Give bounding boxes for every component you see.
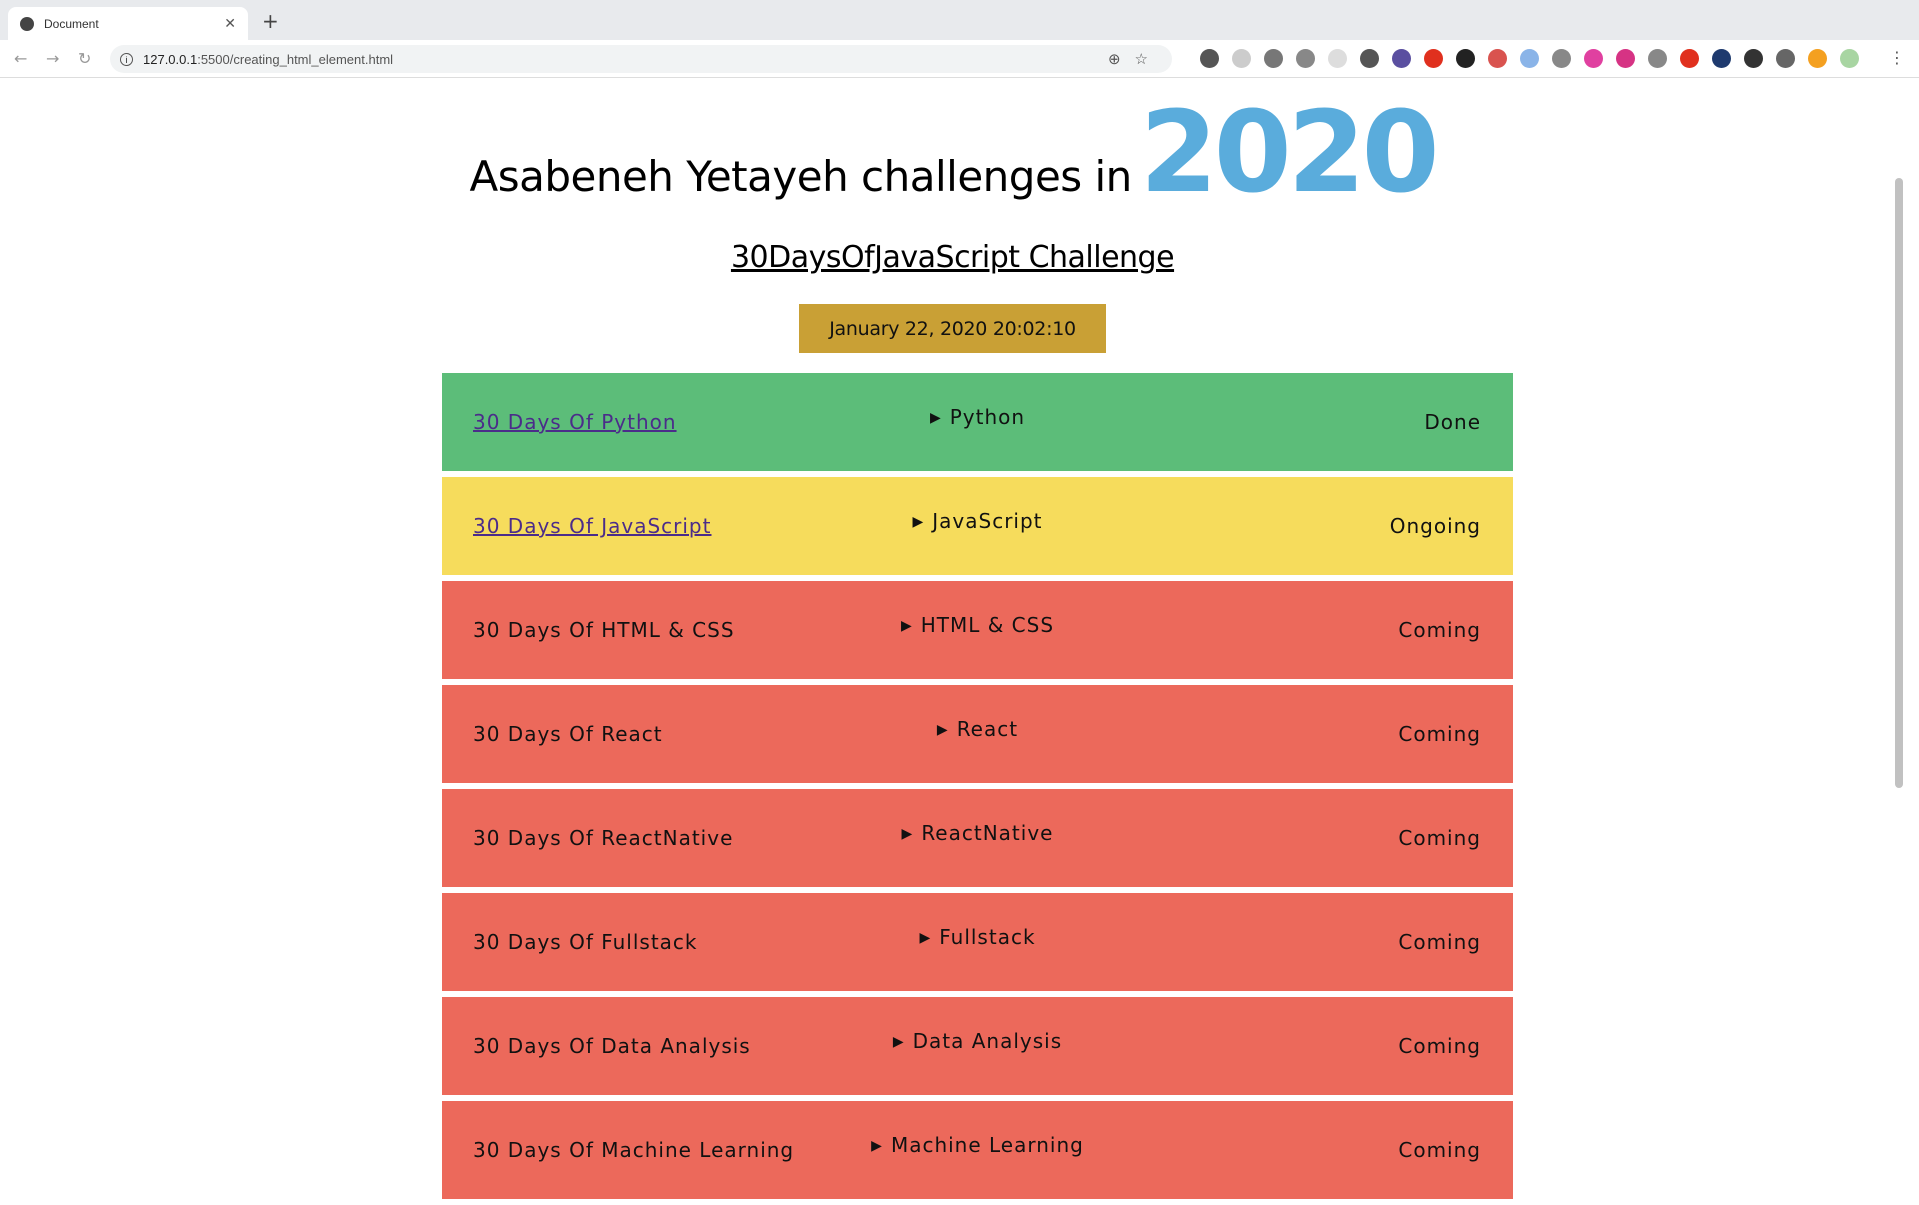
challenge-topic: Python (949, 405, 1026, 429)
globe-icon (20, 16, 34, 31)
zoom-icon[interactable]: ⊕ (1107, 51, 1135, 68)
challenge-details-toggle[interactable]: ▶ HTML & CSS (442, 613, 1513, 637)
triangle-right-icon: ▶ (936, 722, 949, 738)
forward-icon[interactable]: → (46, 49, 60, 68)
challenge-row: 30 Days Of Python ▶ Python Done (442, 373, 1513, 471)
challenge-details-toggle[interactable]: ▶ Data Analysis (442, 1029, 1513, 1053)
triangle-right-icon: ▶ (900, 618, 913, 634)
triangle-right-icon: ▶ (901, 826, 914, 842)
challenge-details-toggle[interactable]: ▶ Python (442, 405, 1513, 429)
challenge-row: 30 Days Of Fullstack ▶ Fullstack Coming (442, 893, 1513, 991)
tab-document[interactable]: Document ✕ (8, 7, 248, 40)
menu-icon[interactable]: ⋮ (1889, 48, 1905, 67)
challenge-name: 30 Days Of Fullstack (473, 930, 698, 954)
challenge-topic: React (956, 717, 1019, 741)
challenge-name: 30 Days Of Data Analysis (473, 1034, 751, 1058)
triangle-right-icon: ▶ (912, 514, 925, 530)
triangle-right-icon: ▶ (892, 1034, 905, 1050)
address-bar[interactable]: i 127.0.0.1:5500/creating_html_element.h… (110, 45, 1172, 73)
title-text: Asabeneh Yetayeh challenges in (469, 152, 1132, 201)
extension-icon[interactable] (1232, 49, 1251, 68)
challenge-details-toggle[interactable]: ▶ ReactNative (442, 821, 1513, 845)
challenge-details-toggle[interactable]: ▶ Fullstack (442, 925, 1513, 949)
challenge-name: 30 Days Of HTML & CSS (473, 618, 735, 642)
triangle-right-icon: ▶ (871, 1138, 883, 1154)
extension-icon[interactable] (1840, 49, 1859, 68)
scrollbar[interactable] (1895, 178, 1903, 788)
challenge-topic: JavaScript (932, 509, 1043, 533)
challenge-name: 30 Days Of Machine Learning (473, 1138, 795, 1162)
challenge-status: Coming (1398, 722, 1481, 746)
extension-icon[interactable] (1456, 49, 1475, 68)
tab-title: Document (44, 16, 99, 31)
challenge-row: 30 Days Of Machine Learning ▶ Machine Lea… (442, 1101, 1513, 1199)
challenge-details-toggle[interactable]: ▶ React (442, 717, 1513, 741)
extension-icon[interactable] (1392, 49, 1411, 68)
reload-icon[interactable]: ↻ (78, 49, 92, 68)
challenge-details-toggle[interactable]: ▶ Machine Learning (442, 1133, 1513, 1157)
challenge-status: Coming (1398, 930, 1481, 954)
page-content: Asabeneh Yetayeh challenges in2020 30Day… (0, 78, 1905, 1199)
challenge-topic: Machine Learning (890, 1133, 1084, 1157)
extension-icon[interactable] (1200, 49, 1219, 68)
challenge-status: Coming (1398, 826, 1481, 850)
extension-icon[interactable] (1424, 49, 1443, 68)
extension-icon[interactable] (1552, 49, 1571, 68)
extension-icon[interactable] (1584, 49, 1603, 68)
extensions (1200, 49, 1859, 68)
extension-icon[interactable] (1776, 49, 1795, 68)
extension-icon[interactable] (1744, 49, 1763, 68)
challenge-topic: HTML & CSS (920, 613, 1055, 637)
datetime-badge: January 22, 2020 20:02:10 (799, 304, 1106, 353)
extension-icon[interactable] (1488, 49, 1507, 68)
extension-icon[interactable] (1296, 49, 1315, 68)
challenge-status: Done (1424, 410, 1481, 434)
new-tab-button[interactable]: + (262, 9, 279, 33)
close-tab-icon[interactable]: ✕ (224, 15, 236, 32)
extension-icon[interactable] (1520, 49, 1539, 68)
challenge-status: Coming (1398, 1138, 1481, 1162)
extension-icon[interactable] (1264, 49, 1283, 68)
challenge-row: 30 Days Of Data Analysis ▶ Data Analysis … (442, 997, 1513, 1095)
info-icon[interactable]: i (120, 52, 133, 66)
extension-icon[interactable] (1328, 49, 1347, 68)
challenge-name[interactable]: 30 Days Of JavaScript (473, 514, 712, 538)
challenge-row: 30 Days Of ReactNative ▶ ReactNative Comi… (442, 789, 1513, 887)
challenge-name[interactable]: 30 Days Of Python (473, 410, 677, 434)
title-year: 2020 (1139, 88, 1440, 218)
page-title: Asabeneh Yetayeh challenges in2020 (0, 88, 1905, 218)
challenge-name: 30 Days Of ReactNative (473, 826, 734, 850)
extension-icon[interactable] (1360, 49, 1379, 68)
tab-bar: Document ✕ + (0, 0, 1919, 40)
subtitle: 30DaysOfJavaScript Challenge (730, 240, 1175, 275)
challenge-status: Coming (1398, 618, 1481, 642)
url-path: :5500/creating_html_element.html (197, 51, 394, 67)
challenge-status: Coming (1398, 1034, 1481, 1058)
challenge-topic: Data Analysis (912, 1029, 1063, 1053)
url-host: 127.0.0.1 (143, 51, 198, 67)
extension-icon[interactable] (1680, 49, 1699, 68)
triangle-right-icon: ▶ (919, 930, 932, 946)
challenge-topic: Fullstack (939, 925, 1036, 949)
extension-icon[interactable] (1648, 49, 1667, 68)
extension-icon[interactable] (1616, 49, 1635, 68)
star-icon[interactable]: ☆ (1134, 51, 1162, 68)
challenge-row: 30 Days Of HTML & CSS ▶ HTML & CSS Coming (442, 581, 1513, 679)
challenge-topic: ReactNative (921, 821, 1054, 845)
challenge-row: 30 Days Of JavaScript ▶ JavaScript Ongoin… (442, 477, 1513, 575)
extension-icon[interactable] (1808, 49, 1827, 68)
extension-icon[interactable] (1712, 49, 1731, 68)
back-icon[interactable]: ← (14, 49, 28, 68)
challenge-name: 30 Days Of React (473, 722, 663, 746)
challenge-status: Ongoing (1389, 514, 1481, 538)
browser-toolbar: ← → ↻ i 127.0.0.1:5500/creating_html_ele… (0, 40, 1919, 78)
challenge-list: 30 Days Of Python ▶ Python Done 30 Days Of… (442, 373, 1513, 1205)
challenge-row: 30 Days Of React ▶ React Coming (442, 685, 1513, 783)
challenge-details-toggle[interactable]: ▶ JavaScript (442, 509, 1513, 533)
triangle-right-icon: ▶ (929, 410, 942, 426)
